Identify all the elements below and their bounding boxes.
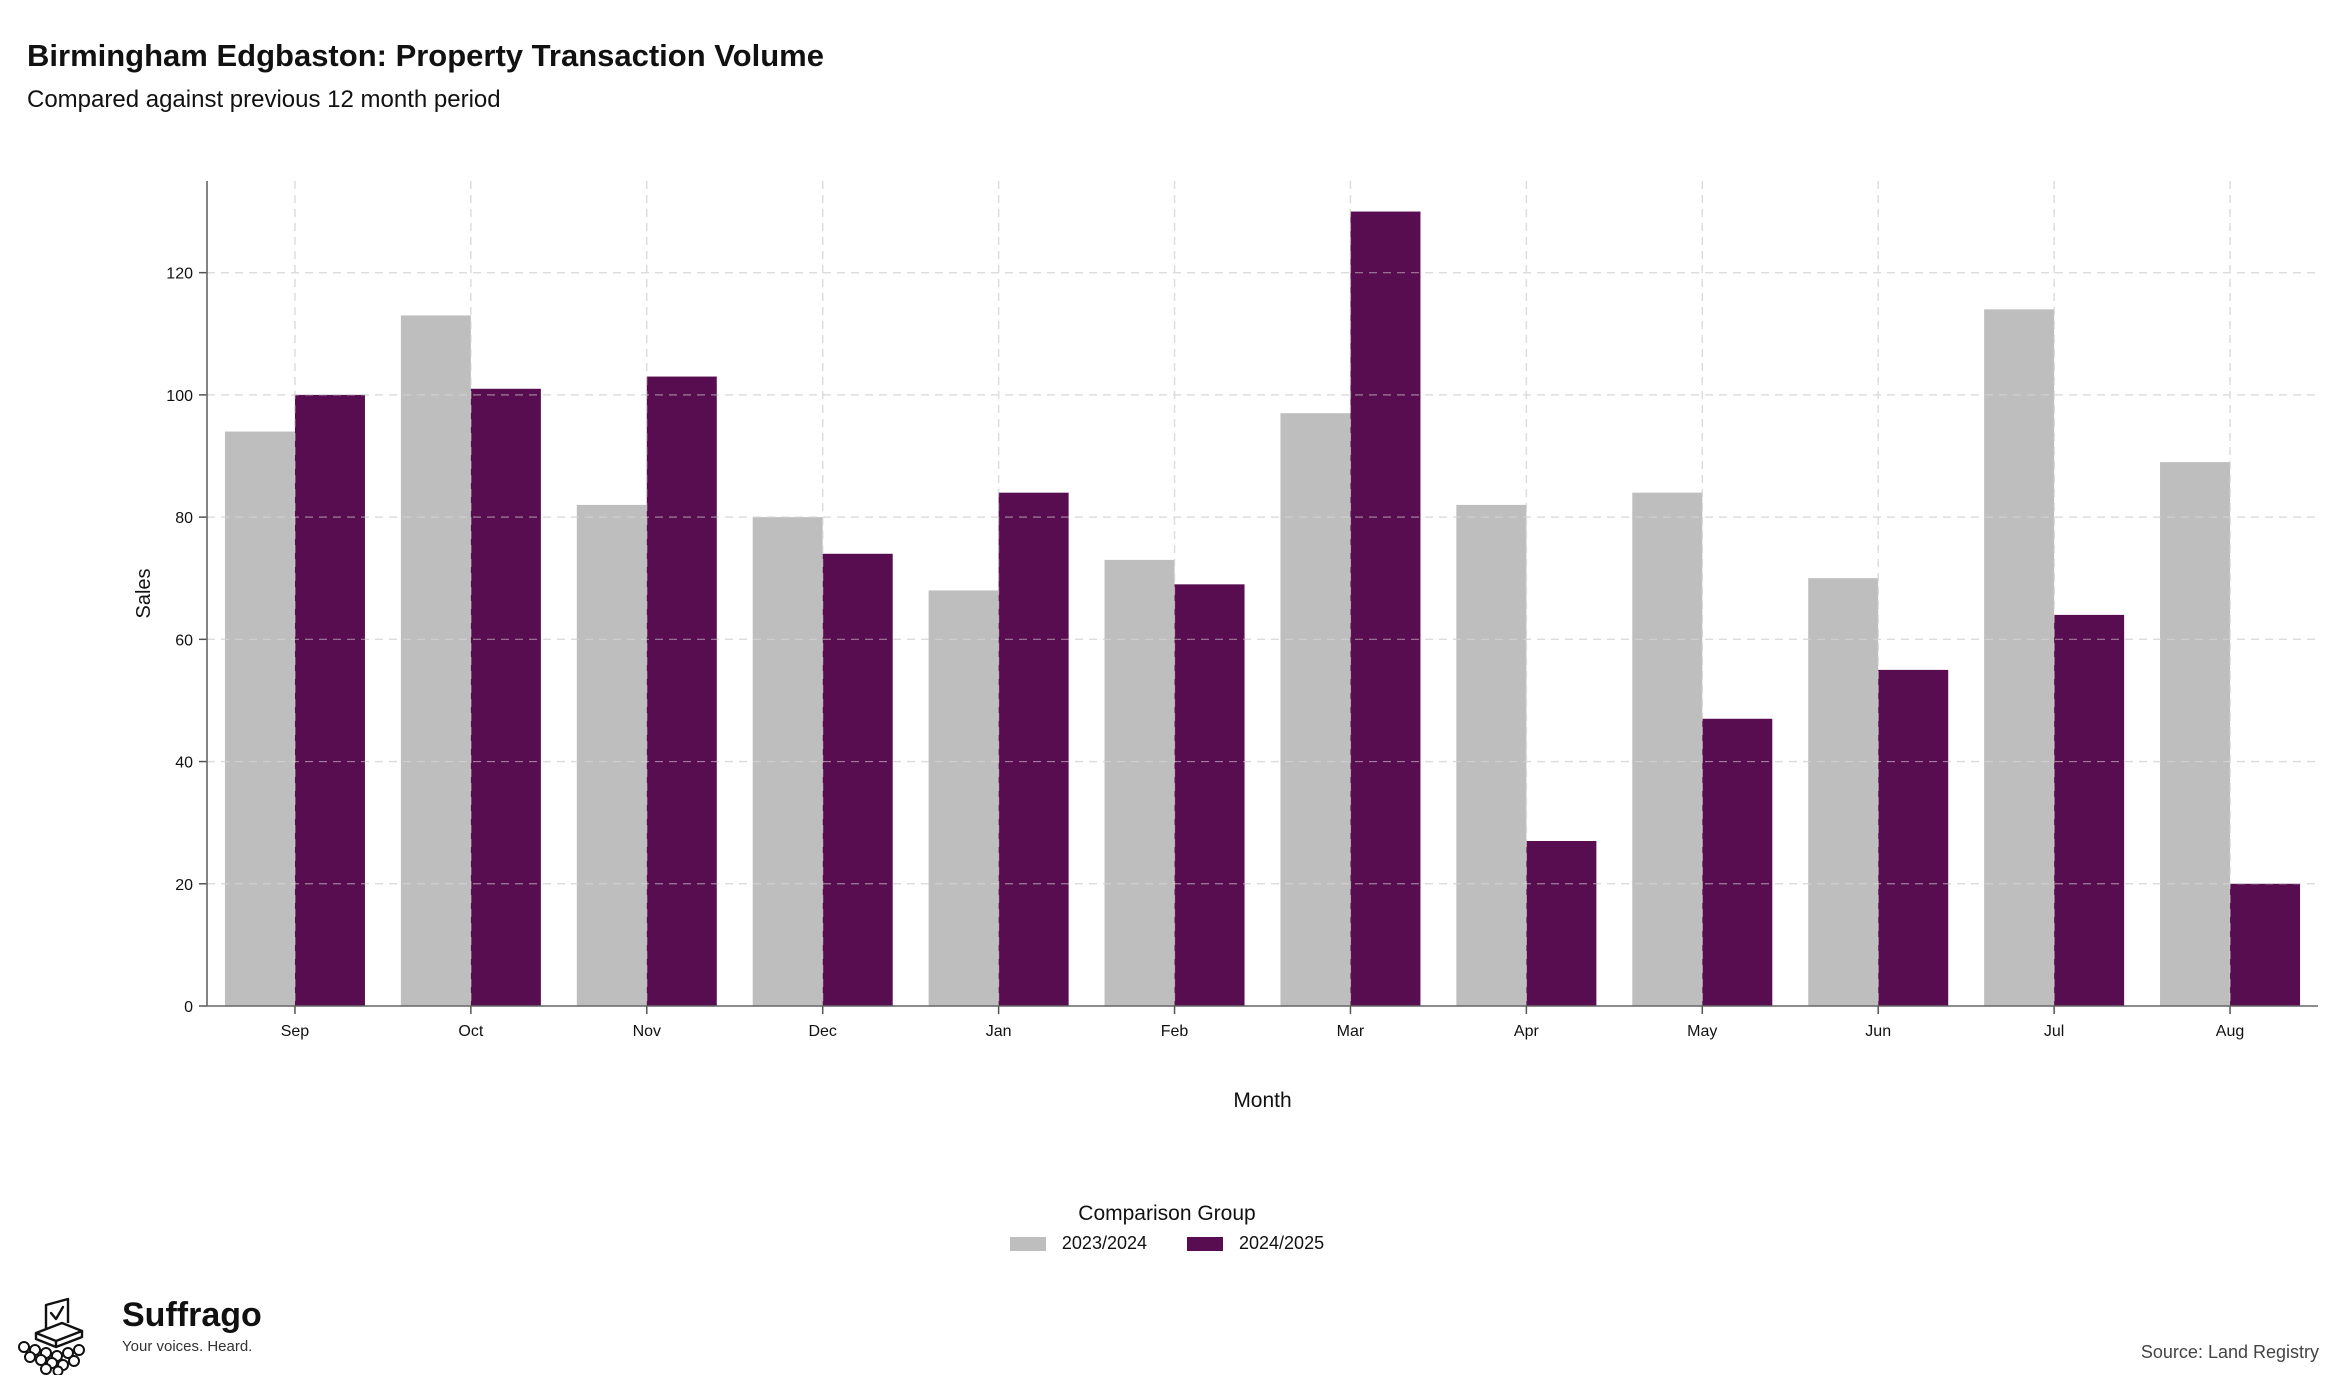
bar-2023-2024-jun bbox=[1808, 578, 1879, 1006]
y-axis-title: Sales bbox=[133, 568, 155, 618]
bar-2024-2025-sep bbox=[294, 394, 365, 1006]
brand-name: Suffrago bbox=[122, 1296, 262, 1334]
bar-2024-2025-aug bbox=[2230, 883, 2301, 1006]
ballot-box-crowd-icon bbox=[18, 1297, 85, 1375]
bar-2024-2025-oct bbox=[470, 388, 541, 1006]
chart-title: Birmingham Edgbaston: Property Transacti… bbox=[27, 38, 824, 73]
bar-2024-2025-feb bbox=[1174, 584, 1245, 1006]
legend-item-2024-2025: 2024/2025 bbox=[1187, 1233, 1324, 1254]
bar-2024-2025-dec bbox=[822, 553, 893, 1006]
bar-2023-2024-oct bbox=[400, 315, 471, 1006]
y-tick-label: 60 bbox=[175, 632, 193, 649]
legend-item-2023-2024: 2023/2024 bbox=[1009, 1233, 1147, 1254]
bar-2023-2024-jan bbox=[928, 590, 999, 1006]
bar-2023-2024-aug bbox=[2160, 462, 2231, 1007]
x-tick-label-dec: Dec bbox=[808, 1023, 836, 1040]
x-tick-label-nov: Nov bbox=[633, 1023, 661, 1040]
legend-label-2023-2024: 2023/2024 bbox=[1061, 1233, 1147, 1253]
x-tick-label-jul: Jul bbox=[2044, 1023, 2064, 1040]
bar-2023-2024-feb bbox=[1104, 559, 1175, 1006]
y-tick-label: 40 bbox=[175, 755, 193, 772]
x-tick-label-oct: Oct bbox=[458, 1023, 483, 1040]
bar-2024-2025-jan bbox=[998, 492, 1069, 1007]
legend-title: Comparison Group bbox=[1078, 1202, 1256, 1225]
source-note: Source: Land Registry bbox=[2140, 1342, 2319, 1362]
bar-2024-2025-mar bbox=[1350, 211, 1421, 1007]
y-tick-label: 120 bbox=[166, 266, 193, 283]
bar-2023-2024-sep bbox=[224, 431, 295, 1006]
bar-2023-2024-mar bbox=[1280, 413, 1351, 1006]
bar-2024-2025-nov bbox=[646, 376, 717, 1006]
x-tick-label-may: May bbox=[1687, 1023, 1717, 1040]
bar-2023-2024-may bbox=[1632, 492, 1703, 1007]
legend-swatch-2024-2025 bbox=[1187, 1236, 1223, 1251]
chart-subtitle: Compared against previous 12 month perio… bbox=[27, 86, 501, 113]
x-tick-label-apr: Apr bbox=[1514, 1023, 1540, 1040]
brand-logo: Suffrago Your voices. Heard. bbox=[16, 1295, 262, 1375]
y-tick-label: 80 bbox=[175, 510, 193, 527]
x-tick-label-jun: Jun bbox=[1865, 1023, 1891, 1040]
bar-2023-2024-nov bbox=[576, 504, 647, 1006]
legend-swatch-2023-2024 bbox=[1009, 1236, 1046, 1251]
y-tick-label: 20 bbox=[175, 877, 193, 894]
x-tick-label-mar: Mar bbox=[1337, 1023, 1365, 1040]
bar-2023-2024-apr bbox=[1456, 504, 1527, 1006]
bar-2024-2025-may bbox=[1702, 718, 1773, 1006]
x-axis-title: Month bbox=[1233, 1089, 1291, 1112]
x-tick-label-feb: Feb bbox=[1161, 1023, 1189, 1040]
x-tick-label-sep: Sep bbox=[281, 1023, 310, 1040]
legend-label-2024-2025: 2024/2025 bbox=[1239, 1233, 1325, 1253]
bar-2024-2025-jun bbox=[1878, 669, 1949, 1006]
y-tick-label: 100 bbox=[166, 388, 193, 405]
x-tick-label-jan: Jan bbox=[986, 1023, 1012, 1040]
bar-2024-2025-jul bbox=[2054, 614, 2125, 1006]
brand-tagline: Your voices. Heard. bbox=[122, 1338, 253, 1356]
y-tick-label: 0 bbox=[184, 999, 193, 1016]
bar-2024-2025-apr bbox=[1526, 841, 1597, 1006]
x-tick-label-aug: Aug bbox=[2216, 1023, 2244, 1040]
legend: 2023/2024 2024/2025 bbox=[0, 1233, 2334, 1254]
bar-2023-2024-jul bbox=[1984, 309, 2055, 1006]
